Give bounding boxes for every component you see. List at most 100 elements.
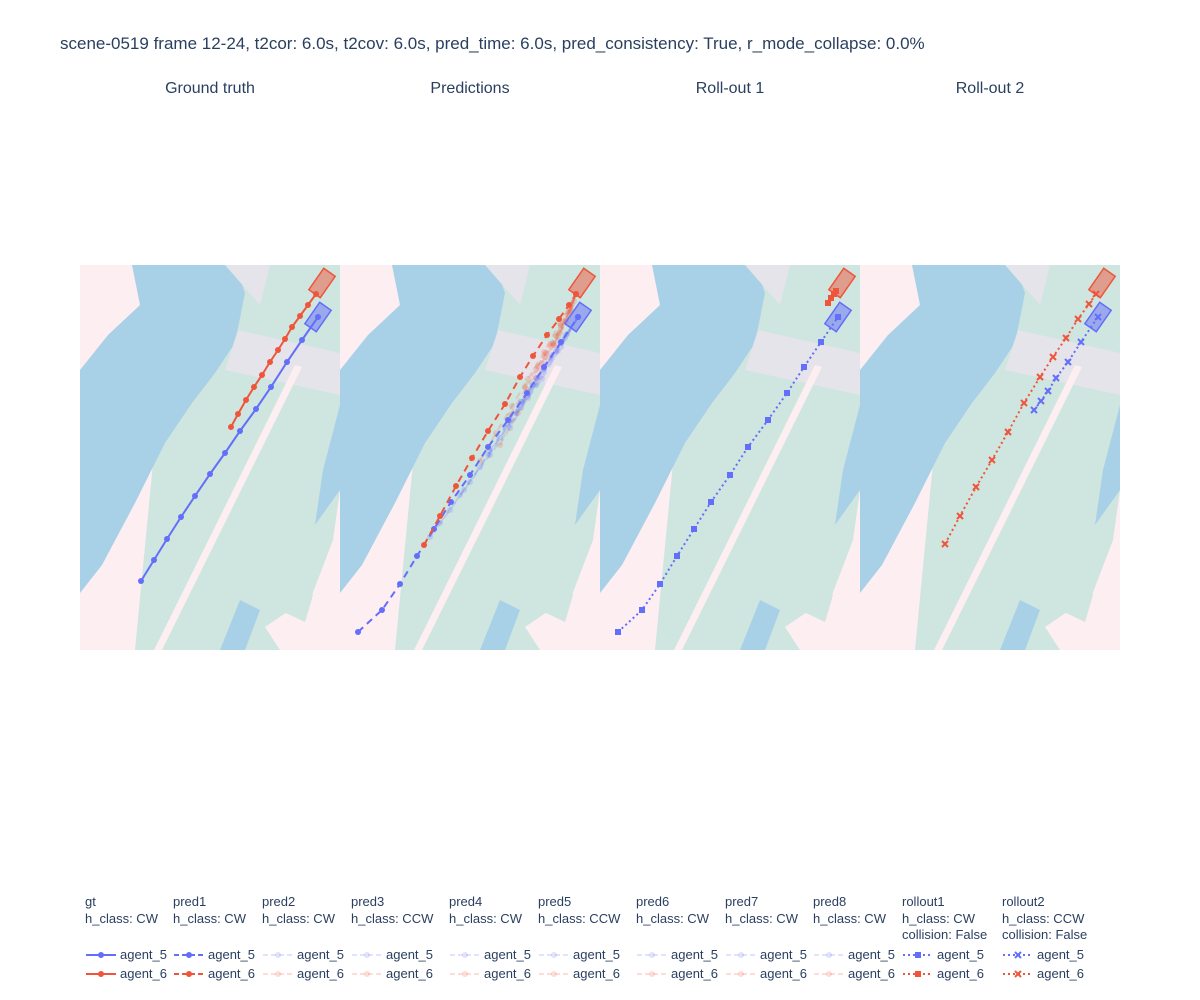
pred1-agent_5-point: [485, 444, 491, 450]
rollout1-agent_6-point: [828, 295, 834, 301]
pred5-agent_6-point: [558, 323, 564, 329]
legend-group-pred2[interactable]: pred2 h_class: CW agent_5 agent_6: [262, 894, 344, 981]
agent_6-vehicle-box: [827, 267, 857, 299]
pred1-agent_6-point: [453, 483, 459, 489]
pred8-agent_6-point: [551, 342, 557, 348]
legend-item-agent_6[interactable]: agent_6: [636, 965, 756, 983]
legend-group-pred7[interactable]: pred7 h_class: CW agent_5 agent_6: [725, 894, 807, 981]
water-area-bottom: [220, 600, 260, 650]
rollout1-agent_5-point: [674, 553, 680, 559]
pred1-agent_6-point: [517, 374, 523, 380]
legend-extra: collision: False: [902, 927, 988, 942]
legend-group-pred5[interactable]: pred5 h_class: CCW agent_5 agent_6: [538, 894, 620, 981]
legend-item-label: agent_6: [484, 966, 531, 981]
legend-item-agent_6[interactable]: agent_6: [173, 965, 293, 983]
legend-group-title: pred6: [636, 894, 670, 909]
pred7-agent_6-point: [550, 340, 556, 346]
legend-item-agent_6[interactable]: agent_6: [725, 965, 845, 983]
legend-item-label: agent_5: [573, 947, 620, 962]
legend-item-agent_6[interactable]: agent_6: [85, 965, 205, 983]
legend-item-agent_5[interactable]: agent_5: [725, 946, 845, 964]
legend-item-agent_5[interactable]: agent_5: [813, 946, 933, 964]
legend-item-agent_5[interactable]: agent_5: [538, 946, 658, 964]
rollout1-agent_5-point: [801, 364, 807, 370]
legend-extra: collision: False: [1002, 927, 1088, 942]
legend-group-header: pred3 h_class: CCW: [351, 894, 433, 927]
legend-swatch: [726, 971, 756, 977]
rollout1-agent_5-point: [727, 472, 733, 478]
side-road: [1028, 570, 1093, 622]
water-area-left: [340, 265, 505, 593]
pred7-agent_5-point: [562, 335, 568, 341]
pred1-agent_6-point: [556, 316, 562, 322]
water-area-right: [315, 405, 340, 525]
legend-swatch: [637, 971, 667, 977]
legend-h-class: h_class: CW: [725, 910, 798, 926]
pred1-agent_5-point: [467, 472, 473, 478]
pred2-agent_6-line: [479, 293, 577, 462]
pred2-agent_5-point: [427, 534, 433, 540]
agent_5-vehicle-box: [303, 301, 333, 333]
legend-swatch: [1003, 970, 1033, 978]
gt-agent_5-point: [284, 359, 290, 365]
pred4-agent_6-point: [567, 308, 573, 314]
legend-group-pred1[interactable]: pred1 h_class: CW agent_5 agent_6: [173, 894, 255, 981]
legend-item-agent_6[interactable]: agent_6: [351, 965, 471, 983]
legend-group-pred3[interactable]: pred3 h_class: CCW agent_5 agent_6: [351, 894, 433, 981]
legend-item-agent_6[interactable]: agent_6: [262, 965, 382, 983]
legend-swatch: [86, 971, 116, 977]
legend-swatch-marker: [364, 971, 370, 977]
gt-agent_6-point: [297, 313, 303, 319]
legend-item-agent_6[interactable]: agent_6: [538, 965, 658, 983]
legend-group-pred6[interactable]: pred6 h_class: CW agent_5 agent_6: [636, 894, 718, 981]
agent_6-vehicle-box: [1087, 267, 1117, 299]
legend-group-header: pred6 h_class: CW: [636, 894, 709, 927]
legend-item-agent_5[interactable]: agent_5: [351, 946, 471, 964]
legend-group-title: pred5: [538, 894, 572, 909]
rollout2-agent_5-point: [1037, 397, 1045, 405]
legend-swatch: [263, 952, 293, 958]
sidewalk-right: [1045, 490, 1120, 650]
legend-item-agent_6[interactable]: agent_6: [813, 965, 933, 983]
rollout2-agent_6-line: [944, 293, 1097, 545]
pred2-agent_5-point: [467, 479, 473, 485]
pred2-agent_5-point: [525, 395, 531, 401]
legend-swatch: [450, 952, 480, 958]
legend-group-rollout1[interactable]: rollout1 h_class: CW collision: False agent…: [902, 894, 988, 981]
legend-swatch-marker: [551, 952, 557, 958]
legend-item-agent_6[interactable]: agent_6: [449, 965, 569, 983]
legend-swatch-marker: [98, 952, 104, 958]
legend-item-agent_5[interactable]: agent_5: [449, 946, 569, 964]
pred1-agent_6-point: [421, 542, 427, 548]
legend-item-agent_5[interactable]: agent_5: [1002, 946, 1122, 964]
legend-group-rollout2[interactable]: rollout2 h_class: CCW collision: False agen…: [1002, 894, 1088, 981]
water-area-right: [1095, 405, 1120, 525]
legend-group-gt[interactable]: gt h_class: CW agent_5 agent_6: [85, 894, 167, 981]
crossing-top: [225, 265, 270, 305]
pred1-agent_5-point: [524, 390, 530, 396]
legend-item-agent_5[interactable]: agent_5: [636, 946, 756, 964]
legend-item-label: agent_5: [760, 947, 807, 962]
legend-swatch-marker: [915, 971, 921, 977]
legend-item-agent_5[interactable]: agent_5: [902, 946, 1022, 964]
legend-item-agent_6[interactable]: agent_6: [1002, 965, 1122, 983]
pred6-agent_6-line: [535, 293, 577, 370]
pred1-agent_5-point: [397, 581, 403, 587]
legend-item-agent_6[interactable]: agent_6: [902, 965, 1022, 983]
legend-item-agent_5[interactable]: agent_5: [262, 946, 382, 964]
pred3-agent_6-line: [499, 293, 577, 446]
pred1-agent_6-point: [502, 401, 508, 407]
legend-item-label: agent_5: [208, 947, 255, 962]
subplot-3: [600, 265, 860, 650]
legend-swatch-marker: [275, 971, 281, 977]
legend-group-pred4[interactable]: pred4 h_class: CW agent_5 agent_6: [449, 894, 531, 981]
legend-group-pred8[interactable]: pred8 h_class: CW agent_5 agent_6: [813, 894, 895, 981]
rollout2-agent_6-point: [972, 483, 980, 491]
subplot-4: [860, 265, 1120, 650]
legend-swatch: [637, 952, 667, 958]
legend-item-agent_5[interactable]: agent_5: [85, 946, 205, 964]
legend-item-agent_5[interactable]: agent_5: [173, 946, 293, 964]
legend-group-header: pred7 h_class: CW: [725, 894, 798, 927]
rollout1-agent_5-point: [765, 417, 771, 423]
